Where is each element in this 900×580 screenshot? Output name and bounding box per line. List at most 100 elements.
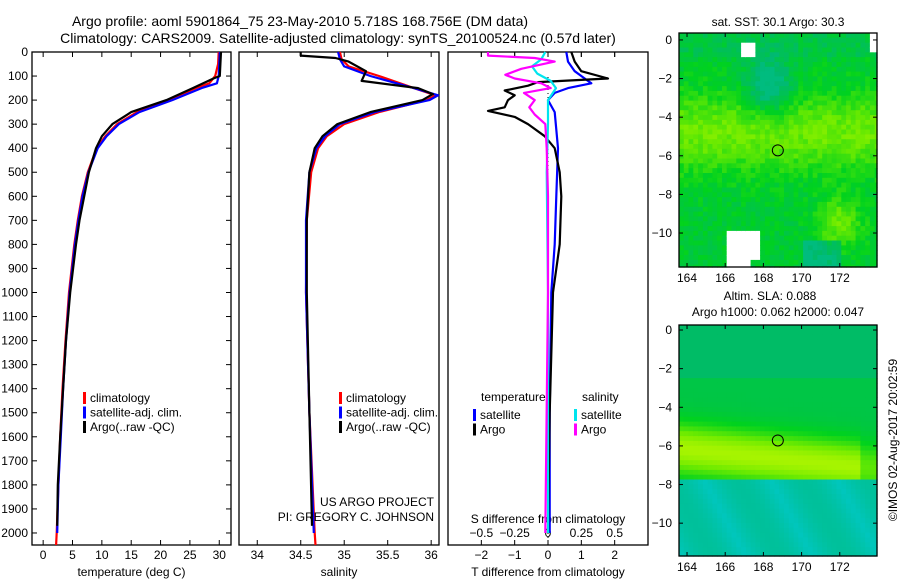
map-cell (812, 503, 819, 510)
map-cell (841, 397, 847, 403)
map-cell (865, 523, 871, 529)
x-tick-label: 1 (578, 548, 585, 562)
map-cell (846, 47, 852, 53)
map-cell (712, 547, 718, 553)
map-cell (726, 373, 733, 379)
map-cell (712, 513, 718, 519)
map-cell (812, 134, 819, 140)
map-cell (850, 450, 857, 456)
map-cell (741, 382, 747, 389)
map-cell (731, 479, 737, 485)
map-cell (874, 216, 878, 222)
map-cell (745, 489, 752, 495)
map-cell (803, 250, 809, 256)
y-tick-label: −10 (652, 516, 673, 530)
map-cell (769, 411, 776, 418)
map-cell (865, 81, 871, 87)
map-cell (731, 66, 737, 73)
s-tick-label: −0.5 (469, 526, 493, 540)
map-cell (702, 124, 709, 131)
map-cell (731, 373, 737, 379)
map-cell (793, 110, 799, 116)
map-cell (712, 192, 718, 198)
map-cell (750, 325, 756, 331)
map-cell (855, 421, 861, 427)
map-cell (784, 518, 790, 524)
map-cell (841, 407, 847, 413)
map-cell (812, 334, 819, 341)
map-cell (850, 33, 857, 39)
map-cell (827, 33, 833, 39)
map-cell (755, 354, 761, 360)
map-cell (731, 42, 737, 49)
map-cell (846, 407, 852, 413)
map-cell (855, 148, 861, 155)
map-cell (774, 255, 780, 261)
map-cell (750, 368, 756, 374)
map-cell (860, 158, 866, 164)
map-cell (869, 226, 876, 232)
map-cell (741, 57, 747, 63)
map-cell (874, 37, 878, 44)
map-cell (755, 542, 761, 548)
map-cell (846, 115, 852, 121)
map-cell (693, 489, 699, 495)
map-cell (722, 513, 728, 519)
map-cell (755, 139, 761, 145)
map-cell (793, 416, 799, 423)
map-cell (774, 344, 780, 350)
map-cell (722, 57, 728, 63)
map-cell (707, 397, 713, 403)
map-cell (702, 339, 709, 345)
map-cell (755, 134, 761, 140)
map-cell (860, 105, 866, 111)
figure-title-line1: Argo profile: aoml 5901864_75 23-May-201… (72, 13, 528, 29)
map-cell (702, 62, 709, 68)
map-cell (764, 250, 771, 256)
map-cell (693, 221, 699, 227)
map-cell (841, 197, 847, 203)
map-cell (760, 339, 766, 345)
map-cell (741, 474, 747, 481)
map-cell (869, 547, 876, 553)
map-cell (865, 57, 871, 63)
map-cell (722, 373, 728, 379)
map-cell (755, 334, 761, 341)
map-cell (846, 187, 852, 193)
map-cell (702, 508, 709, 514)
map-cell (865, 392, 871, 398)
map-cell (850, 230, 857, 237)
map-cell (836, 474, 842, 481)
map-cell (807, 532, 814, 538)
map-cell (736, 484, 742, 490)
map-cell (807, 368, 814, 374)
map-cell (764, 33, 771, 39)
map-cell (712, 153, 718, 160)
map-cell (827, 235, 833, 242)
map-cell (683, 100, 690, 106)
map-cell (836, 144, 842, 150)
map-cell (693, 211, 699, 217)
map-cell (841, 192, 847, 198)
map-cell (865, 37, 871, 44)
map-cell (755, 115, 761, 121)
map-cell (807, 358, 814, 365)
map-cell (726, 397, 733, 403)
map-cell (860, 431, 866, 437)
map-cell (722, 542, 728, 548)
map-cell (803, 436, 809, 442)
map-cell (855, 436, 861, 442)
map-cell (698, 226, 704, 232)
map-cell (784, 407, 790, 413)
map-cell (779, 378, 785, 384)
map-cell (755, 90, 761, 97)
map-cell (850, 392, 857, 398)
map-cell (731, 378, 737, 384)
map-cell (702, 349, 709, 355)
map-cell (750, 52, 756, 58)
map-cell (784, 344, 790, 350)
map-cell (812, 407, 819, 413)
map-cell (779, 182, 785, 188)
map-cell (874, 537, 878, 543)
map-cell (688, 250, 694, 256)
